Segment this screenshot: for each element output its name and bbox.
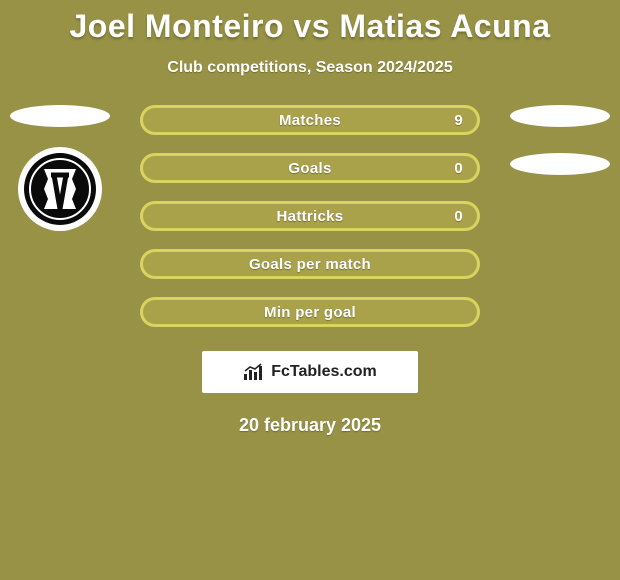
stat-bars: Matches 9 Goals 0 Hattricks 0 Goals per match M… bbox=[140, 105, 480, 327]
brand-text: FcTables.com bbox=[271, 363, 377, 381]
stat-bar-value: 9 bbox=[454, 108, 463, 132]
stat-bar-label: Min per goal bbox=[264, 304, 356, 321]
page-title: Joel Monteiro vs Matias Acuna bbox=[0, 0, 620, 45]
club-badge bbox=[18, 147, 102, 231]
left-ellipse bbox=[10, 105, 110, 127]
stat-bar: Goals per match bbox=[140, 249, 480, 279]
stat-bar-label: Hattricks bbox=[277, 208, 344, 225]
right-column bbox=[500, 105, 620, 175]
brand-tag: FcTables.com bbox=[202, 351, 418, 393]
stat-bar: Min per goal bbox=[140, 297, 480, 327]
stat-bar: Hattricks 0 bbox=[140, 201, 480, 231]
stat-bar-label: Goals bbox=[288, 160, 331, 177]
club-badge-icon bbox=[22, 151, 98, 227]
subtitle: Club competitions, Season 2024/2025 bbox=[0, 59, 620, 77]
date-label: 20 february 2025 bbox=[0, 415, 620, 436]
stat-bar: Goals 0 bbox=[140, 153, 480, 183]
stat-bar-label: Goals per match bbox=[249, 256, 371, 273]
right-ellipse bbox=[510, 153, 610, 175]
right-ellipse bbox=[510, 105, 610, 127]
main-content: Matches 9 Goals 0 Hattricks 0 Goals per match M… bbox=[0, 105, 620, 327]
left-column bbox=[0, 105, 120, 231]
stat-bar-label: Matches bbox=[279, 112, 341, 129]
stat-bar: Matches 9 bbox=[140, 105, 480, 135]
stat-bar-value: 0 bbox=[454, 204, 463, 228]
brand-chart-icon bbox=[243, 363, 265, 381]
stat-bar-value: 0 bbox=[454, 156, 463, 180]
